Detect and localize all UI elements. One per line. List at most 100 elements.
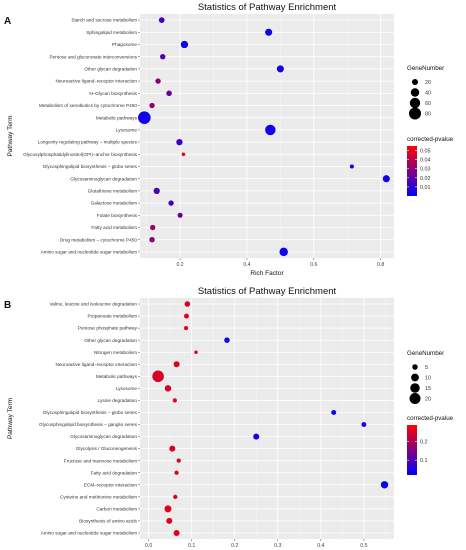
data-point <box>382 175 390 183</box>
y-tick-label: Pentose phosphate pathway <box>78 326 138 331</box>
data-point <box>183 325 189 331</box>
y-tick-label: Sphingolipid metabolism <box>86 30 137 35</box>
colorbar-label: 0.04 <box>420 158 431 164</box>
y-tick-label: Biosynthesis of amino acids <box>79 519 137 524</box>
data-point <box>173 529 180 536</box>
y-tick-label: Neuroactive ligand–receptor interaction <box>55 79 137 84</box>
size-legend-key <box>412 364 418 370</box>
data-point <box>150 224 156 231</box>
x-tick-label: 0.3 <box>274 543 281 549</box>
data-point <box>164 505 172 513</box>
y-tick-label: Metabolic pathways <box>96 374 138 379</box>
y-tick-label: Fructose and mannose metabolism <box>64 458 137 463</box>
data-point <box>177 212 183 218</box>
data-point <box>279 247 288 257</box>
x-axis-title: Rich Factor <box>250 270 284 277</box>
x-tick-label: 0.6 <box>310 262 317 268</box>
x-tick-label: 0.0 <box>145 543 152 549</box>
y-tick-label: ECM–receptor interaction <box>84 482 138 487</box>
data-point <box>331 410 337 415</box>
color-legend-title: corrected-pvalue <box>407 415 454 422</box>
size-legend-key <box>409 393 421 404</box>
y-tick-label: Phagosome <box>112 42 137 47</box>
y-tick-label: N–Glycan biosynthesis <box>89 91 137 96</box>
y-tick-label: Lysosome <box>116 386 138 391</box>
y-tick-label: Fatty acid degradation <box>91 470 138 475</box>
y-axis-title: Pathway Term <box>7 115 14 156</box>
data-point <box>361 422 367 427</box>
size-legend-label: 80 <box>425 112 431 118</box>
data-point <box>149 102 155 109</box>
data-point <box>138 111 151 124</box>
y-tick-label: Valine, leucine and isoleucine degradati… <box>50 302 138 307</box>
y-tick-label: Metabolism of xenobiotics by cytochrome … <box>39 103 137 108</box>
y-tick-label: Metabolic pathways <box>96 115 138 120</box>
y-tick-label: Drug metabolism – cytochrome P450 <box>60 237 138 242</box>
data-point <box>158 17 165 23</box>
data-point <box>166 517 173 524</box>
y-tick-label: Glutathione metabolism <box>88 189 137 194</box>
x-tick-label: 0.8 <box>377 262 384 268</box>
size-legend-key <box>409 97 421 109</box>
colorbar-label: 0.01 <box>420 185 431 191</box>
y-tick-label: Pentose and glucuronate interconversions <box>49 54 137 59</box>
y-tick-label: Glycosaminoglycan degradation <box>70 434 137 439</box>
y-tick-label: Propanoate metabolism <box>87 314 137 319</box>
data-point <box>155 78 161 84</box>
size-legend-key <box>412 79 418 85</box>
data-point <box>224 337 230 343</box>
y-tick-label: Longevity regulating pathway – multiple … <box>38 140 138 145</box>
y-tick-label: Other glycan degradation <box>84 338 137 343</box>
y-tick-label: Glycolysis / Gluconeogenesis <box>76 446 138 451</box>
x-tick-label: 0.5 <box>360 543 367 549</box>
plot-background <box>140 14 394 258</box>
size-legend-key <box>411 373 419 382</box>
x-tick-label: 0.4 <box>243 262 250 268</box>
data-point <box>184 301 191 307</box>
x-tick-label: 0.2 <box>176 262 183 268</box>
y-tick-label: Neuroactive ligand–receptor interaction <box>55 362 137 367</box>
data-point <box>169 445 176 452</box>
data-point <box>172 398 178 403</box>
size-legend-title: GeneNumber <box>407 350 444 357</box>
colorbar-label: 0.2 <box>420 440 428 446</box>
data-point <box>152 370 164 383</box>
data-point <box>164 385 172 392</box>
panel-A: A Statistics of Pathway Enrichment 0.2 0.4 0… <box>4 2 454 277</box>
data-point <box>265 124 276 136</box>
data-point <box>181 152 186 157</box>
y-tick-label: Amino sugar and nucleotide sugar metabol… <box>41 250 138 255</box>
panel-B: B Statistics of Pathway Enrichment 0.0 0.1 0… <box>4 286 454 549</box>
colorbar <box>407 146 417 196</box>
y-tick-label: Folate biosynthesis <box>97 213 138 218</box>
y-tick-label: Cysteine and methionine metabolism <box>60 494 137 499</box>
data-point <box>194 350 198 354</box>
colorbar <box>407 425 417 475</box>
size-legend-title: GeneNumber <box>407 65 444 72</box>
y-tick-label: Lysine degradation <box>98 398 138 403</box>
x-tick-label: 0.2 <box>231 543 238 549</box>
y-tick-label: Glycosylphosphatidylinositol(GPI)–anchor… <box>23 152 138 157</box>
y-tick-label: Glycosaminoglycan degradation <box>70 176 137 181</box>
y-tick-label: Lysosome <box>116 128 138 133</box>
data-point <box>174 470 179 475</box>
data-point <box>173 494 178 499</box>
color-legend-title: corrected-pvalue <box>407 136 454 143</box>
data-point <box>153 187 160 195</box>
size-legend-label: 15 <box>425 386 431 392</box>
y-tick-label: Starch and sucrose metabolism <box>71 18 137 23</box>
colorbar-label: 0.03 <box>420 167 431 173</box>
size-legend-key <box>410 383 420 393</box>
data-point <box>349 164 354 169</box>
size-legend-label: 5 <box>425 365 428 371</box>
data-point <box>160 54 166 60</box>
y-tick-label: Amino sugar and nucleotide sugar metabol… <box>41 531 138 536</box>
data-point <box>380 481 389 489</box>
panel-label: B <box>4 300 11 311</box>
size-legend-label: 60 <box>425 101 431 107</box>
data-point <box>176 458 181 463</box>
size-legend-label: 20 <box>425 397 431 403</box>
chart-title: Statistics of Pathway Enrichment <box>198 2 337 13</box>
data-point <box>276 65 284 73</box>
